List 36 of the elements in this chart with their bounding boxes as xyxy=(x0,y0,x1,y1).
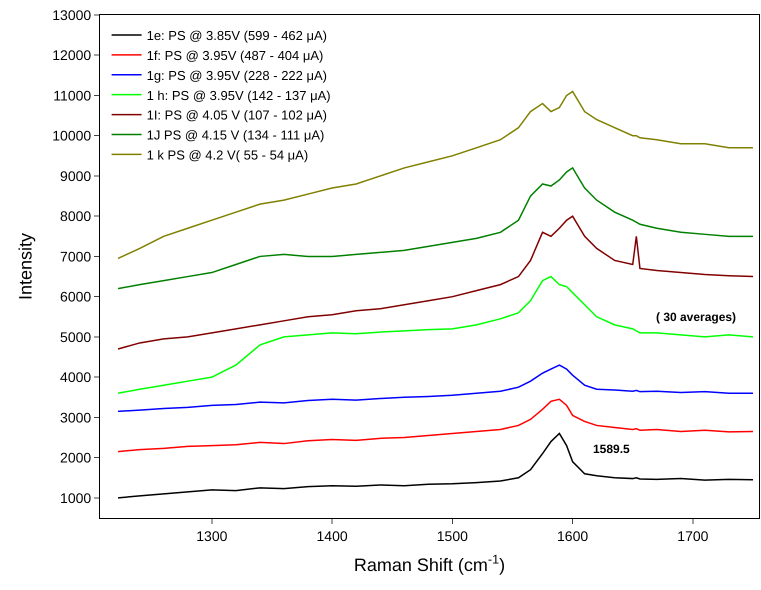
y-tick-label: 9000 xyxy=(60,168,92,184)
line-series xyxy=(117,432,754,499)
x-tick-label: 1400 xyxy=(316,528,348,544)
x-tick-label: 1300 xyxy=(196,528,228,544)
annotation: ( 30 averages) xyxy=(656,310,736,324)
y-tick-label: 11000 xyxy=(53,87,92,104)
x-tick-label: 1600 xyxy=(557,528,588,544)
line-series xyxy=(117,276,754,394)
line-series xyxy=(117,167,754,290)
y-tick-label: 12000 xyxy=(52,47,92,64)
annotation: 1589.5 xyxy=(593,442,630,456)
y-tick-label: 13000 xyxy=(52,6,92,23)
legend-label: 1 k PS @ 4.2 V( 55 - 54 μA) xyxy=(146,147,308,162)
y-tick-label: 4000 xyxy=(60,369,92,386)
line-series xyxy=(117,215,754,350)
y-tick-label: 8000 xyxy=(60,208,92,224)
y-tick-label: 7000 xyxy=(60,248,92,264)
legend-label: 1 h: PS @ 3.95V (142 - 137 μA) xyxy=(146,88,331,103)
y-axis-title: Intensity xyxy=(15,232,36,300)
y-tick-label: 3000 xyxy=(60,409,92,426)
x-tick-label: 1700 xyxy=(677,528,709,544)
y-tick-label: 1000 xyxy=(60,490,92,506)
y-tick-label: 2000 xyxy=(60,450,92,466)
y-tick-label: 5000 xyxy=(60,328,92,345)
legend-label: 1I: PS @ 4.05 V (107 - 102 μA) xyxy=(146,108,327,123)
y-tick-label: 10000 xyxy=(52,128,92,144)
line-series xyxy=(117,398,754,452)
legend-label: 1f: PS @ 3.95V (487 - 404 μA) xyxy=(146,48,324,63)
y-tick-label: 6000 xyxy=(60,288,92,305)
x-tick-label: 1500 xyxy=(436,528,468,544)
legend-label: 1J PS @ 4.15 V (134 - 111 μA) xyxy=(146,128,324,143)
legend-label: 1g: PS @ 3.95V (228 - 222 μA) xyxy=(146,68,327,83)
line-series xyxy=(117,364,754,412)
line-series xyxy=(117,90,754,260)
legend-label: 1e: PS @ 3.85V (599 - 462 μA) xyxy=(146,28,327,44)
x-axis-title: Raman Shift (cm$^{-1}$) xyxy=(354,552,506,575)
